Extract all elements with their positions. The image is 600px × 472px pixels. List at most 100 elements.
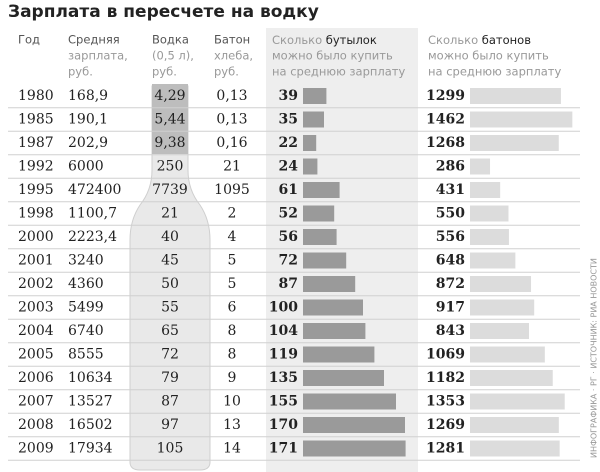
vodka-price: 97 <box>161 417 179 433</box>
bottles-bar <box>303 111 324 128</box>
bottles: 56 <box>279 229 298 245</box>
bottles: 72 <box>279 253 298 269</box>
salary: 5499 <box>68 300 104 316</box>
bread-price: 0,13 <box>216 88 247 104</box>
year: 2004 <box>18 323 54 339</box>
loaves-bar <box>470 88 561 104</box>
year: 2007 <box>18 394 54 410</box>
salary: 202,9 <box>68 135 108 151</box>
bottles: 171 <box>269 441 298 457</box>
vodka-price: 105 <box>157 441 184 457</box>
bottles-bar <box>303 370 384 386</box>
bottles-bar <box>303 88 327 104</box>
column-header: (0,5 л), <box>152 49 194 63</box>
salary: 6000 <box>68 159 104 175</box>
bottles-bar <box>303 229 337 245</box>
bottle-cap <box>152 84 188 154</box>
credit: ИНФОГРАФИКА · РГ · ИСТОЧНИК: РИА НОВОСТИ <box>590 258 599 458</box>
year: 2009 <box>18 441 54 457</box>
vodka-price: 9,38 <box>154 135 185 151</box>
loaves-bar <box>470 440 560 457</box>
year: 2002 <box>18 276 54 292</box>
salary: 2223,4 <box>68 229 117 245</box>
bread-price: 0,13 <box>216 112 247 128</box>
loaves-bar <box>470 252 516 269</box>
bottles-bar <box>303 440 406 457</box>
salary: 168,9 <box>68 88 108 104</box>
header-bold: бутылок <box>326 33 377 47</box>
bread-price: 1095 <box>214 182 250 198</box>
vodka-price: 72 <box>161 347 179 363</box>
loaves-bar <box>470 182 501 198</box>
bread-price: 9 <box>228 370 237 386</box>
salary: 3240 <box>68 253 104 269</box>
loaves-bar <box>470 323 530 339</box>
year: 1995 <box>18 182 54 198</box>
column-header: руб. <box>214 65 239 79</box>
year: 2000 <box>18 229 54 245</box>
loaves: 556 <box>436 229 465 245</box>
year: 1992 <box>18 159 54 175</box>
bread-price: 8 <box>228 347 237 363</box>
bottles-bar <box>303 252 347 269</box>
bread-price: 5 <box>228 253 237 269</box>
salary: 13527 <box>68 394 113 410</box>
column-header: руб. <box>68 65 93 79</box>
bottles-bar <box>303 417 405 433</box>
bottles-bar <box>303 158 318 175</box>
loaves: 872 <box>436 276 465 292</box>
loaves: 843 <box>436 323 465 339</box>
bread-price: 2 <box>228 206 237 222</box>
vodka-price: 7739 <box>152 182 188 198</box>
vodka-price: 4,29 <box>154 88 185 104</box>
loaves: 1462 <box>426 112 465 128</box>
bottles-bar <box>303 182 340 198</box>
bottles: 104 <box>269 323 298 339</box>
bottles-bar <box>303 323 366 339</box>
bottles: 61 <box>279 182 298 198</box>
bread-price: 4 <box>228 229 237 245</box>
loaves-bar <box>470 158 491 175</box>
vodka-price: 87 <box>161 394 179 410</box>
bread-price: 13 <box>223 417 241 433</box>
salary: 8555 <box>68 347 104 363</box>
loaves-bar <box>470 346 545 363</box>
bottles: 24 <box>279 159 299 175</box>
year: 2006 <box>18 370 54 386</box>
column-header: хлеба, <box>214 49 253 63</box>
bread-price: 14 <box>223 441 241 457</box>
bread-price: 6 <box>228 300 237 316</box>
salary: 472400 <box>68 182 121 198</box>
salary: 1100,7 <box>68 206 117 222</box>
loaves: 1299 <box>426 88 465 104</box>
salary: 6740 <box>68 323 104 339</box>
year: 2005 <box>18 347 54 363</box>
year: 2008 <box>18 417 54 433</box>
loaves-bar <box>470 393 565 410</box>
year: 2003 <box>18 300 54 316</box>
column-header: Год <box>18 33 40 47</box>
loaves-bar <box>470 111 573 128</box>
bottles-bar <box>303 299 363 316</box>
vodka-price: 65 <box>161 323 179 339</box>
vodka-price: 45 <box>161 253 179 269</box>
loaves-bar <box>470 299 535 316</box>
loaves: 1269 <box>426 417 465 433</box>
loaves: 431 <box>436 182 465 198</box>
loaves-bar <box>470 370 553 386</box>
bottles-bar <box>303 346 375 363</box>
vodka-price: 21 <box>161 206 179 222</box>
year: 1985 <box>18 112 54 128</box>
header-text: Сколько <box>272 33 326 47</box>
vodka-price: 40 <box>161 229 179 245</box>
column-header: Средняя <box>68 33 120 47</box>
vodka-price: 55 <box>161 300 179 316</box>
bottles-bar <box>303 135 317 151</box>
salary: 16502 <box>68 417 113 433</box>
column-header: Сколько батонов <box>428 33 531 47</box>
loaves: 1268 <box>426 135 465 151</box>
loaves: 648 <box>436 253 465 269</box>
bread-price: 5 <box>228 276 237 292</box>
bottles: 155 <box>269 394 298 410</box>
column-header: зарплата, <box>68 49 128 63</box>
